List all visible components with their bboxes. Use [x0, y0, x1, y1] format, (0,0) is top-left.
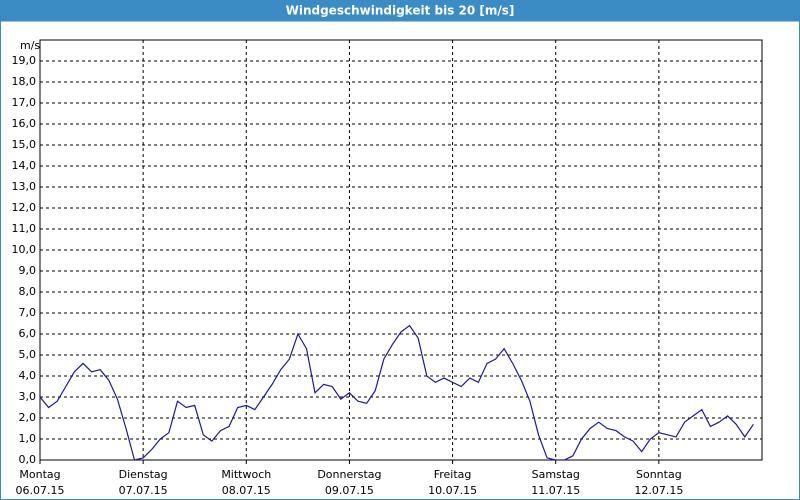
y-tick-label: 7,0 [19, 306, 37, 319]
x-tick-date: 10.07.15 [428, 484, 477, 497]
y-tick-label: 4,0 [19, 369, 37, 382]
y-tick-label: 15,0 [12, 138, 37, 151]
x-tick-label: Montag [19, 468, 60, 481]
x-tick-date: 12.07.15 [634, 484, 683, 497]
data-line [39, 324, 754, 461]
y-tick-label: 19,0 [12, 54, 37, 67]
y-tick-label: 1,0 [19, 432, 37, 445]
x-tick-date: 11.07.15 [531, 484, 580, 497]
y-tick-label: 18,0 [12, 75, 37, 88]
y-tick-label: 3,0 [19, 390, 37, 403]
y-tick-label: 11,0 [12, 222, 37, 235]
title-bar [0, 0, 800, 21]
x-tick-date: 09.07.15 [325, 484, 374, 497]
y-tick-label: 8,0 [19, 285, 37, 298]
x-tick-date: 08.07.15 [222, 484, 271, 497]
y-tick-label: 17,0 [12, 96, 37, 109]
y-unit-label: m/s [20, 39, 40, 52]
y-tick-label: 6,0 [19, 327, 37, 340]
y-tick-label: 10,0 [12, 243, 37, 256]
plot-frame [39, 39, 763, 461]
y-tick-label: 13,0 [12, 180, 37, 193]
y-tick-label: 0,0 [19, 453, 37, 466]
y-tick-label: 14,0 [12, 159, 37, 172]
x-tick-label: Donnerstag [317, 468, 381, 481]
x-tick-date: 07.07.15 [119, 484, 168, 497]
x-tick-label: Dienstag [119, 468, 168, 481]
x-tick-label: Freitag [434, 468, 472, 481]
x-tick-label: Mittwoch [221, 468, 271, 481]
y-tick-label: 16,0 [12, 117, 37, 130]
y-tick-label: 2,0 [19, 411, 37, 424]
y-tick-label: 12,0 [12, 201, 37, 214]
y-tick-label: 9,0 [19, 264, 37, 277]
x-tick-label: Sonntag [636, 468, 682, 481]
y-tick-label: 5,0 [19, 348, 37, 361]
x-tick-label: Samstag [532, 468, 580, 481]
chart-title: Windgeschwindigkeit bis 20 [m/s] [286, 4, 515, 18]
x-tick-date: 06.07.15 [16, 484, 65, 497]
